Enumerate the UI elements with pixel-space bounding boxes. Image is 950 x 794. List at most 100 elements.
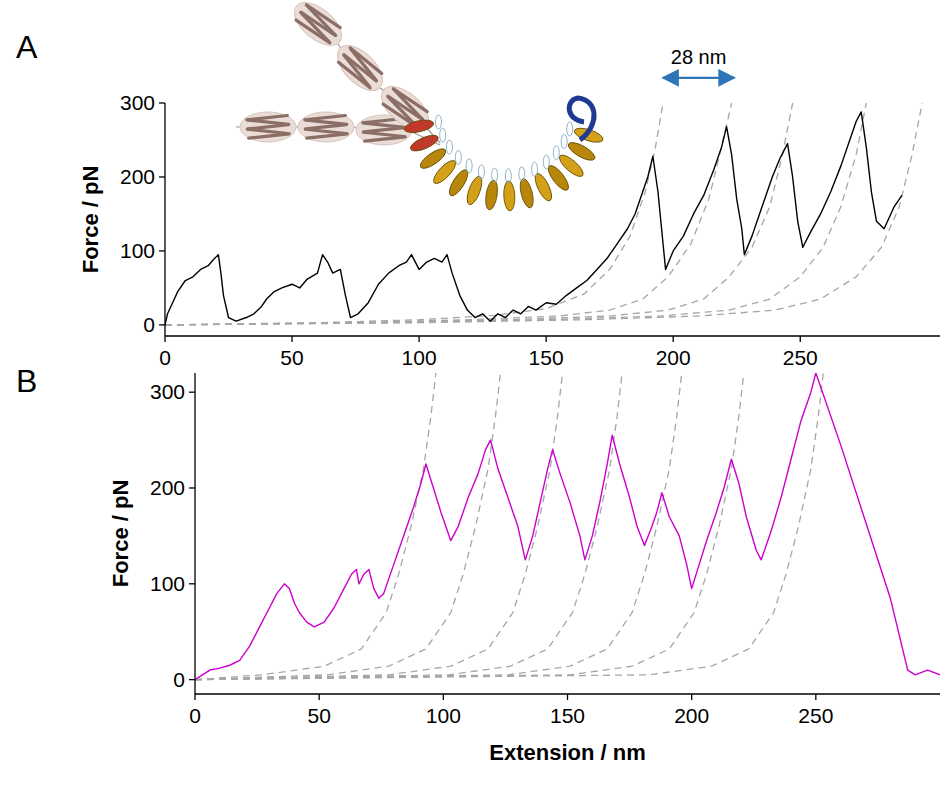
cartoon-loop bbox=[561, 135, 567, 149]
panel-letter: B bbox=[16, 363, 37, 399]
cartoon-strand bbox=[363, 135, 407, 143]
cartoon-loop bbox=[455, 150, 461, 164]
cartoon-loop bbox=[446, 140, 452, 154]
cartoon-loop bbox=[436, 115, 442, 129]
panel: 0100200300050100150200250Force / pNA28 n… bbox=[16, 0, 940, 369]
cartoon-module-outline bbox=[330, 38, 391, 99]
cartoon-loop bbox=[492, 168, 498, 182]
y-tick bbox=[189, 583, 195, 584]
cartoon-strand bbox=[247, 132, 291, 140]
x-tick bbox=[319, 694, 320, 700]
y-tick-label: 300 bbox=[150, 380, 185, 403]
y-tick-label: 100 bbox=[150, 572, 185, 595]
cartoon-strand bbox=[305, 132, 349, 140]
y-tick bbox=[159, 324, 165, 325]
cartoon-helix bbox=[464, 175, 485, 207]
x-tick bbox=[545, 336, 546, 342]
annotation-arrow bbox=[663, 77, 734, 79]
figure: 0100200300050100150200250Force / pNA28 n… bbox=[0, 0, 950, 794]
cartoon-helix bbox=[566, 139, 598, 163]
cartoon-module bbox=[240, 112, 296, 142]
cartoon-loop bbox=[519, 167, 525, 181]
cartoon-module-outline bbox=[240, 112, 296, 142]
fit-curve bbox=[165, 103, 732, 325]
x-tick-label: 200 bbox=[656, 346, 691, 369]
x-tick-label: 0 bbox=[189, 704, 201, 727]
x-tick bbox=[418, 336, 419, 342]
fit-curve bbox=[195, 373, 563, 680]
plot-area bbox=[195, 373, 940, 680]
x-tick-label: 100 bbox=[426, 704, 461, 727]
cartoon-loop bbox=[440, 128, 446, 142]
fit-curve bbox=[195, 373, 823, 680]
fit-curve bbox=[195, 373, 622, 680]
x-tick bbox=[567, 694, 568, 700]
x-tick-label: 250 bbox=[798, 704, 833, 727]
cartoon-helix bbox=[484, 179, 499, 210]
y-tick bbox=[189, 487, 195, 488]
x-tick-label: 200 bbox=[674, 704, 709, 727]
force-trace bbox=[195, 373, 940, 680]
fit-curve bbox=[165, 103, 793, 325]
x-tick bbox=[691, 694, 692, 700]
fit-curve bbox=[165, 103, 663, 325]
fit-curve bbox=[165, 103, 922, 325]
y-axis-line bbox=[164, 103, 165, 336]
fit-curve bbox=[195, 373, 500, 680]
x-tick bbox=[673, 336, 674, 342]
force-trace bbox=[165, 112, 902, 325]
cartoon-helix bbox=[403, 118, 435, 135]
x-tick bbox=[815, 694, 816, 700]
fit-curve bbox=[195, 373, 744, 680]
cartoon-module bbox=[298, 112, 354, 142]
cartoon-loop bbox=[466, 159, 472, 173]
cartoon-loop bbox=[543, 155, 549, 169]
fit-curve bbox=[195, 373, 436, 680]
y-axis-title: Force / pN bbox=[108, 480, 133, 588]
x-tick-label: 0 bbox=[159, 346, 171, 369]
y-tick bbox=[159, 176, 165, 177]
x-axis-line bbox=[165, 335, 940, 336]
x-tick-label: 250 bbox=[783, 346, 818, 369]
y-tick-label: 200 bbox=[120, 165, 155, 188]
cartoon-strand bbox=[294, 18, 332, 45]
cartoon-loop bbox=[567, 122, 573, 136]
y-tick-label: 100 bbox=[120, 239, 155, 262]
y-axis-line bbox=[194, 373, 195, 694]
x-tick bbox=[800, 336, 801, 342]
y-tick-label: 0 bbox=[173, 668, 185, 691]
x-axis-title: Extension / nm bbox=[489, 740, 645, 765]
cartoon-module bbox=[374, 79, 436, 138]
cartoon-loop bbox=[532, 162, 538, 176]
cartoon-loop bbox=[553, 146, 559, 160]
x-tick bbox=[164, 336, 165, 342]
y-tick-label: 0 bbox=[143, 313, 155, 336]
x-tick-label: 100 bbox=[402, 346, 437, 369]
cartoon-loop bbox=[505, 169, 511, 183]
panel: 0100200300050100150200250Force / pNExten… bbox=[16, 363, 940, 765]
cartoon-helix bbox=[518, 177, 536, 209]
x-tick bbox=[443, 694, 444, 700]
cartoon-strand bbox=[336, 60, 372, 90]
fit-curve bbox=[165, 103, 866, 325]
cartoon-module-outline bbox=[374, 79, 436, 138]
y-tick bbox=[189, 679, 195, 680]
fit-curve bbox=[195, 373, 682, 680]
y-axis-title: Force / pN bbox=[78, 166, 103, 274]
y-tick bbox=[189, 392, 195, 393]
panel-letter: A bbox=[16, 29, 38, 65]
cartoon-helix bbox=[503, 181, 515, 212]
x-tick-label: 50 bbox=[280, 346, 303, 369]
x-tick bbox=[291, 336, 292, 342]
x-tick-label: 50 bbox=[307, 704, 330, 727]
cartoon-module bbox=[330, 38, 391, 99]
cartoon-module-outline bbox=[298, 112, 354, 142]
cartoon-module bbox=[287, 0, 349, 53]
protein-cartoon bbox=[236, 0, 605, 211]
cartoon-loop bbox=[478, 165, 484, 179]
y-tick bbox=[159, 250, 165, 251]
x-tick bbox=[194, 694, 195, 700]
x-tick-label: 150 bbox=[529, 346, 564, 369]
plot-area bbox=[165, 103, 922, 325]
cartoon-module-outline bbox=[287, 0, 349, 53]
